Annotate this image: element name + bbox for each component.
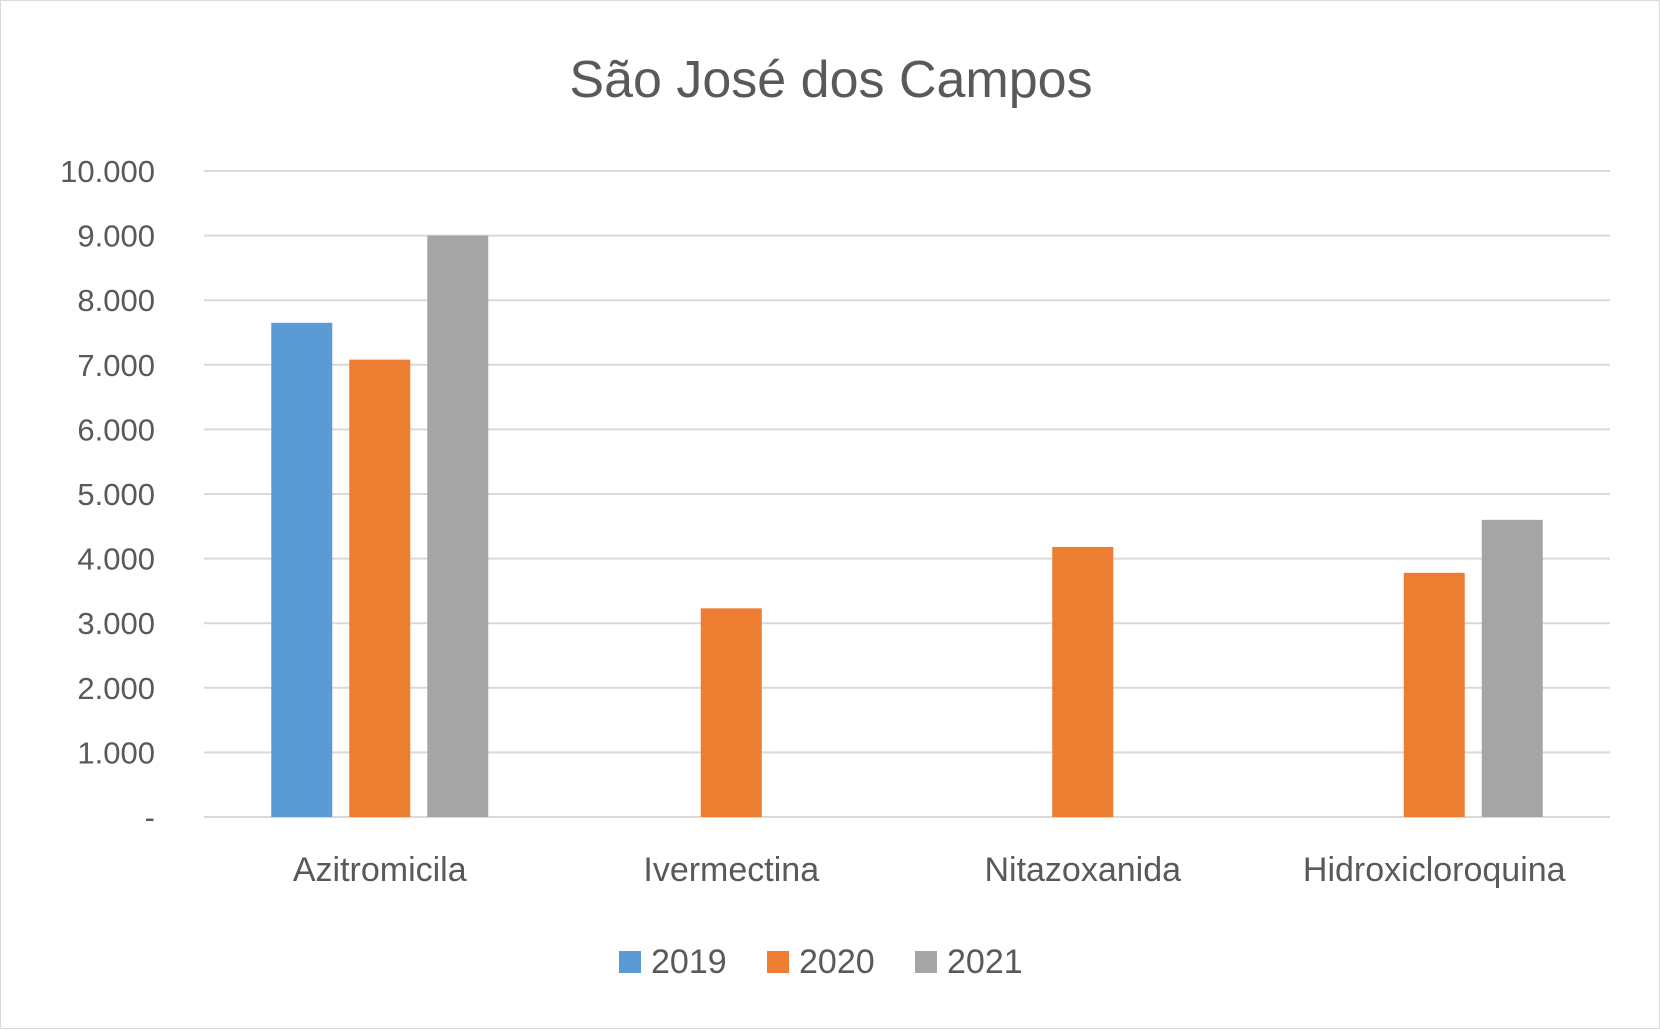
bar-2020-hidroxicloroquina [1403,572,1465,817]
legend-label-2020: 2020 [799,943,875,981]
legend-swatch-2021 [915,951,937,973]
x-category-label: Azitromicila [293,851,467,889]
bar-2019-azitromicila [271,322,333,817]
x-category-label: Nitazoxanida [984,851,1181,889]
y-tick-label: 5.000 [77,477,155,512]
bar-2021-azitromicila [427,235,489,818]
bar-2020-ivermectina [700,608,762,817]
y-tick-label: 6.000 [77,412,155,447]
y-tick-label: 7.000 [77,348,155,383]
bar-2021-hidroxicloroquina [1481,519,1543,817]
y-axis-tick-labels: - 1.000 2.000 3.000 4.000 5.000 6.000 7.000 8.00… [60,154,155,835]
bar-2020-nitazoxanida [1052,546,1114,817]
legend-swatch-2019 [619,951,641,973]
y-tick-label: - [145,800,155,835]
y-tick-label: 10.000 [60,154,155,189]
legend: 2019 2020 2021 [619,943,1023,981]
y-tick-label: 4.000 [77,542,155,577]
x-axis-category-labels: Azitromicila Ivermectina Nitazoxanida Hidro… [293,851,1566,889]
y-tick-label: 2.000 [77,671,155,706]
legend-label-2021: 2021 [947,943,1023,981]
legend-label-2019: 2019 [651,943,727,981]
bar-2020-azitromicila [349,359,411,817]
legend-swatch-2020 [767,951,789,973]
x-category-label: Hidroxicloroquina [1303,851,1566,889]
x-category-label: Ivermectina [643,851,819,889]
y-tick-label: 1.000 [77,735,155,770]
gridlines [204,170,1610,818]
y-tick-label: 8.000 [77,283,155,318]
chart-title: São José dos Campos [569,51,1092,109]
bars [271,235,1543,818]
y-tick-label: 9.000 [77,219,155,254]
y-tick-label: 3.000 [77,606,155,641]
